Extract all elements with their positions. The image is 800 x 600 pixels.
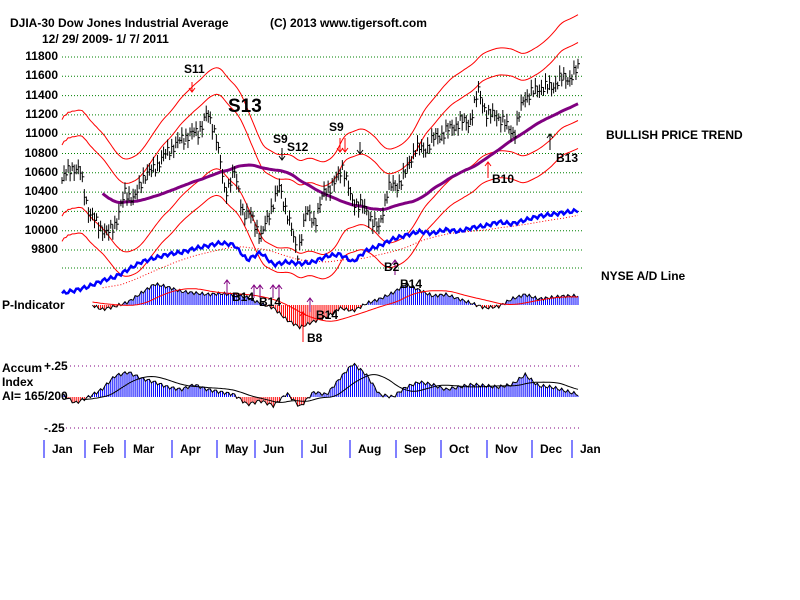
signal-label: S9 (329, 120, 344, 134)
p-indicator-line (92, 281, 579, 330)
month-label: Jul (310, 442, 328, 456)
index-label: Index (2, 375, 34, 389)
up-arrow-icon (484, 161, 492, 167)
signal-label: S11 (184, 62, 205, 76)
down-arrow-icon (188, 87, 196, 93)
y-tick-label: 10000 (24, 222, 58, 237)
y-tick-label: 11400 (25, 87, 58, 102)
month-label: Aug (358, 442, 382, 456)
month-label: Jun (263, 442, 285, 456)
accum-ma (82, 374, 579, 403)
up-arrow-icon (546, 133, 554, 139)
signal-label: B10 (492, 172, 515, 186)
month-label: Mar (133, 442, 155, 456)
month-label: Nov (495, 442, 518, 456)
up-arrow-icon (256, 284, 264, 290)
y-tick-label: 10600 (24, 164, 58, 179)
copyright: (C) 2013 www.tigersoft.com (270, 16, 427, 30)
y-tick-label: 9800 (31, 242, 58, 256)
chart-title: DJIA-30 Dow Jones Industrial Average (10, 16, 229, 30)
p-indicator-ma (92, 288, 578, 322)
p-indicator-label: P-Indicator (2, 298, 65, 312)
signal-label: B14 (232, 290, 255, 304)
up-arrow-icon (223, 279, 231, 285)
signal-label: B13 (556, 151, 579, 165)
down-arrow-icon (341, 147, 349, 153)
month-label: Oct (449, 442, 470, 456)
outer-band-line (61, 14, 579, 163)
ma-line (101, 102, 579, 211)
month-label: Apr (180, 442, 201, 456)
y-tick-label: 11600 (25, 68, 58, 83)
up-arrow-icon (250, 284, 258, 290)
up-arrow-icon (306, 297, 314, 303)
month-label: Jan (52, 442, 73, 456)
signal-label: S12 (287, 140, 309, 154)
band-line (61, 42, 579, 187)
y-tick-label: 11200 (25, 106, 58, 121)
accum-tick-top: +.25 (44, 359, 68, 373)
date-range: 12/ 29/ 2009- 1/ 7/ 2011 (42, 32, 169, 46)
y-tick-label: 10800 (24, 145, 58, 160)
signal-label: B2 (384, 260, 400, 274)
y-tick-label: 11000 (25, 126, 58, 141)
signal-label: B14 (259, 295, 282, 309)
up-arrow-icon (391, 259, 399, 265)
y-tick-label: 10400 (24, 184, 58, 199)
band-line (61, 120, 579, 256)
trend-label: BULLISH PRICE TREND (606, 128, 743, 142)
signal-label: S13 (228, 96, 262, 117)
ad-line (61, 207, 579, 295)
accum-line (61, 362, 579, 409)
down-arrow-icon (356, 149, 364, 155)
month-label: May (225, 442, 249, 456)
month-label: Dec (540, 442, 563, 456)
ad-line-label: NYSE A/D Line (601, 269, 686, 283)
y-tick-label: 10200 (24, 203, 58, 218)
signal-label: B14 (316, 308, 339, 322)
signal-label: B8 (307, 331, 323, 345)
month-label: Jan (580, 442, 601, 456)
down-arrow-icon (278, 155, 286, 161)
down-arrow-icon (336, 147, 344, 153)
accum-label: Accum (2, 361, 43, 375)
month-label: Sep (404, 442, 427, 456)
y-tick-label: 11800 (25, 49, 58, 63)
up-arrow-icon (269, 284, 277, 290)
month-label: Feb (93, 442, 115, 456)
signal-label: S9 (273, 132, 288, 146)
up-arrow-icon (299, 311, 307, 317)
ad-ma-line (102, 214, 579, 289)
ai-label: AI= 165/200 (2, 389, 68, 403)
accum-tick-bottom: -.25 (44, 421, 65, 435)
up-arrow-icon (275, 284, 283, 290)
signal-label: B14 (400, 277, 423, 291)
